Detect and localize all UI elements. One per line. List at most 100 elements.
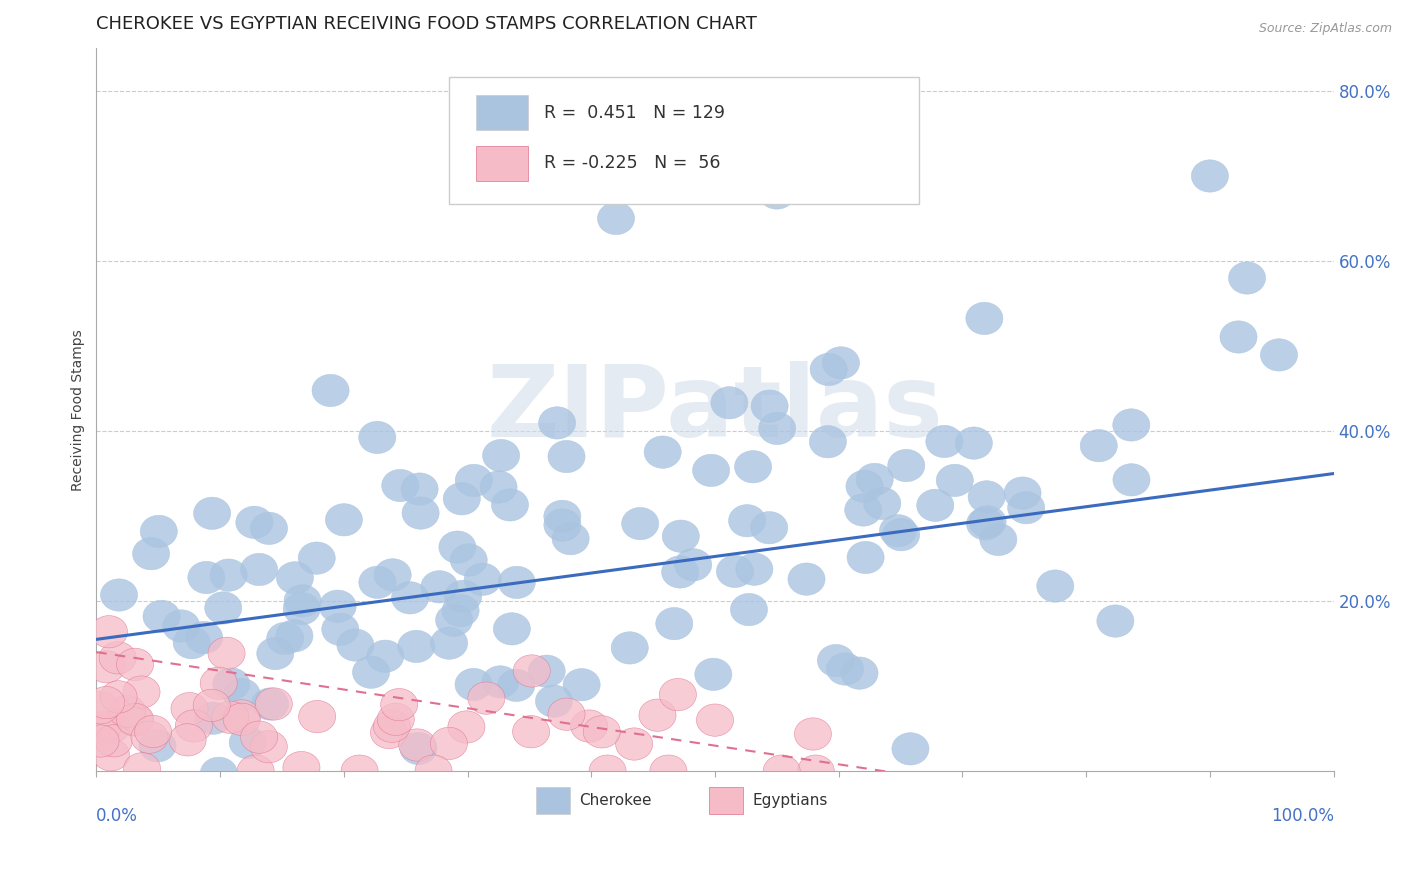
Ellipse shape [441, 594, 479, 627]
Ellipse shape [195, 702, 232, 734]
Ellipse shape [917, 489, 953, 522]
Ellipse shape [240, 553, 277, 586]
Ellipse shape [200, 757, 238, 789]
Ellipse shape [548, 698, 585, 731]
Ellipse shape [267, 623, 304, 655]
FancyBboxPatch shape [477, 95, 529, 130]
Ellipse shape [172, 692, 208, 725]
Ellipse shape [82, 691, 120, 724]
Ellipse shape [194, 497, 231, 530]
Ellipse shape [450, 544, 488, 576]
Ellipse shape [124, 753, 160, 785]
Ellipse shape [131, 721, 169, 754]
Ellipse shape [562, 668, 600, 701]
Text: R =  0.451   N = 129: R = 0.451 N = 129 [544, 103, 725, 122]
Ellipse shape [283, 751, 321, 784]
Ellipse shape [728, 505, 766, 537]
Ellipse shape [132, 538, 170, 570]
Ellipse shape [298, 542, 335, 574]
Ellipse shape [827, 653, 863, 685]
Ellipse shape [82, 725, 120, 757]
Ellipse shape [529, 655, 565, 688]
Ellipse shape [449, 711, 485, 743]
Ellipse shape [538, 407, 575, 439]
Ellipse shape [283, 592, 321, 624]
Text: 0.0%: 0.0% [97, 807, 138, 825]
Ellipse shape [420, 571, 458, 603]
Ellipse shape [966, 508, 1004, 540]
Ellipse shape [87, 687, 125, 719]
Ellipse shape [370, 716, 408, 748]
Ellipse shape [176, 710, 212, 742]
FancyBboxPatch shape [536, 787, 571, 814]
Ellipse shape [229, 726, 266, 759]
Ellipse shape [479, 471, 517, 503]
Text: Cherokee: Cherokee [579, 793, 651, 808]
Ellipse shape [1260, 339, 1298, 371]
Ellipse shape [966, 302, 1002, 334]
Ellipse shape [763, 755, 800, 788]
Ellipse shape [359, 566, 396, 599]
Ellipse shape [430, 627, 468, 659]
Ellipse shape [655, 607, 693, 640]
Ellipse shape [863, 487, 901, 520]
Ellipse shape [359, 421, 396, 454]
Ellipse shape [188, 561, 225, 594]
Text: Source: ZipAtlas.com: Source: ZipAtlas.com [1258, 22, 1392, 36]
Ellipse shape [319, 591, 356, 623]
Ellipse shape [257, 638, 294, 670]
Ellipse shape [548, 441, 585, 473]
Ellipse shape [536, 685, 572, 717]
Ellipse shape [797, 755, 834, 788]
FancyBboxPatch shape [449, 78, 920, 204]
Ellipse shape [96, 724, 132, 757]
Ellipse shape [589, 755, 626, 788]
Ellipse shape [846, 470, 883, 502]
Ellipse shape [456, 668, 492, 700]
Ellipse shape [1114, 464, 1150, 496]
Ellipse shape [439, 531, 477, 563]
Ellipse shape [980, 524, 1017, 556]
Ellipse shape [734, 450, 772, 483]
Ellipse shape [616, 728, 652, 760]
Ellipse shape [252, 688, 288, 720]
Ellipse shape [163, 610, 200, 642]
Ellipse shape [115, 704, 153, 736]
Ellipse shape [209, 559, 247, 591]
Ellipse shape [482, 440, 520, 472]
Ellipse shape [717, 555, 754, 588]
Ellipse shape [494, 613, 530, 645]
Ellipse shape [735, 553, 773, 585]
Ellipse shape [571, 710, 607, 742]
Ellipse shape [337, 629, 374, 661]
Ellipse shape [650, 755, 688, 788]
Ellipse shape [1097, 605, 1135, 637]
Ellipse shape [284, 584, 321, 617]
Ellipse shape [1036, 570, 1074, 602]
Ellipse shape [846, 541, 884, 574]
Ellipse shape [711, 386, 748, 419]
Ellipse shape [1229, 262, 1265, 294]
FancyBboxPatch shape [709, 787, 744, 814]
Ellipse shape [498, 566, 536, 599]
Text: R = -0.225   N =  56: R = -0.225 N = 56 [544, 154, 721, 172]
Ellipse shape [367, 640, 404, 673]
Ellipse shape [969, 506, 1007, 538]
Ellipse shape [891, 732, 929, 765]
Ellipse shape [398, 631, 434, 663]
FancyBboxPatch shape [477, 146, 529, 181]
Y-axis label: Receiving Food Stamps: Receiving Food Stamps [72, 329, 86, 491]
Ellipse shape [377, 703, 415, 736]
Ellipse shape [238, 755, 274, 788]
Ellipse shape [250, 512, 288, 544]
Ellipse shape [696, 704, 734, 736]
Ellipse shape [498, 669, 534, 701]
Ellipse shape [205, 591, 242, 624]
Ellipse shape [200, 667, 238, 699]
Ellipse shape [353, 657, 389, 689]
Ellipse shape [638, 699, 676, 731]
Text: CHEROKEE VS EGYPTIAN RECEIVING FOOD STAMPS CORRELATION CHART: CHEROKEE VS EGYPTIAN RECEIVING FOOD STAM… [97, 15, 758, 33]
Ellipse shape [513, 715, 550, 747]
Ellipse shape [969, 481, 1005, 513]
Ellipse shape [401, 473, 439, 505]
